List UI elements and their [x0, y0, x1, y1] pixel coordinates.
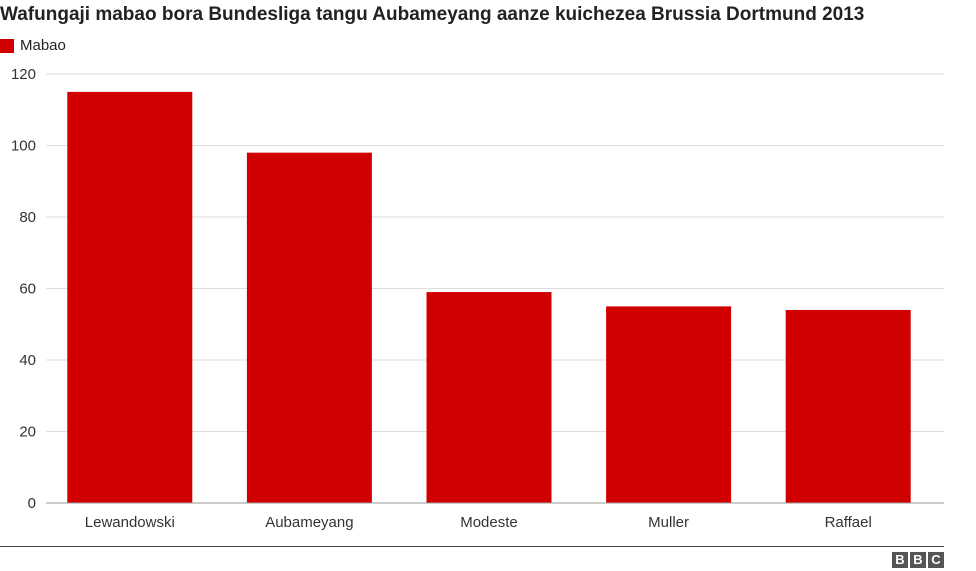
y-tick-label: 0	[28, 495, 36, 512]
y-tick-label: 20	[19, 424, 36, 441]
bar	[785, 309, 911, 503]
bbc-logo: B B C	[892, 552, 944, 568]
bar	[246, 152, 372, 503]
bar	[426, 292, 552, 503]
y-tick-label: 80	[19, 209, 36, 226]
bbc-logo-letter: B	[910, 552, 926, 568]
bbc-logo-letter: C	[928, 552, 944, 568]
x-tick-label: Lewandowski	[85, 514, 175, 531]
y-tick-label: 100	[11, 138, 36, 155]
bar	[606, 306, 732, 503]
y-tick-label: 60	[19, 281, 36, 298]
y-tick-label: 40	[19, 352, 36, 369]
legend-swatch	[0, 38, 14, 53]
chart-title: Wafungaji mabao bora Bundesliga tangu Au…	[0, 4, 865, 25]
y-tick-label: 120	[11, 66, 36, 83]
bar	[67, 91, 193, 503]
x-tick-label: Muller	[648, 514, 689, 531]
x-tick-label: Aubameyang	[265, 514, 353, 531]
bbc-logo-letter: B	[892, 552, 908, 568]
legend-label: Mabao	[20, 37, 66, 54]
x-tick-label: Modeste	[460, 514, 518, 531]
x-tick-label: Raffael	[825, 514, 872, 531]
legend: Mabao	[0, 37, 66, 54]
footer-divider	[0, 546, 944, 547]
